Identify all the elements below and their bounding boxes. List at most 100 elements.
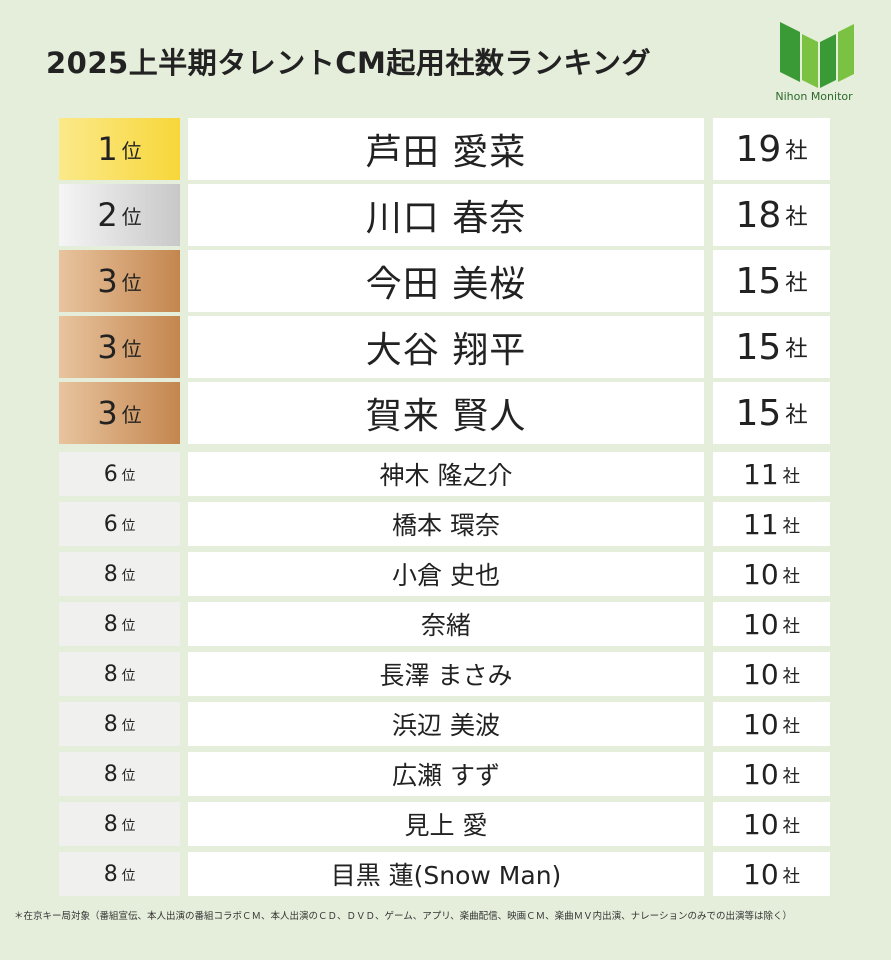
rank-number: 8 xyxy=(103,611,118,637)
rank-number: 3 xyxy=(97,394,118,432)
count-cell: 18 社 xyxy=(713,184,830,246)
rank-number: 8 xyxy=(103,711,118,737)
name-cell: 見上 愛 xyxy=(188,802,704,846)
name-cell: 川口 春奈 xyxy=(188,184,704,246)
count-unit: 社 xyxy=(785,204,808,230)
rank-unit: 位 xyxy=(121,139,142,163)
count-number: 15 xyxy=(735,260,782,302)
rank-unit: 位 xyxy=(121,205,142,229)
rank-number: 8 xyxy=(103,561,118,587)
rank-unit: 位 xyxy=(121,818,136,834)
footnote: ＊在京キー局対象（番組宣伝、本人出演の番組コラボＣＭ、本人出演のＣＤ、ＤＶＤ、ゲ… xyxy=(14,911,792,922)
count-number: 10 xyxy=(743,707,779,741)
count-number: 15 xyxy=(735,326,782,368)
rank-number: 3 xyxy=(97,328,118,366)
count-unit: 社 xyxy=(785,402,808,428)
count-cell: 10 社 xyxy=(713,552,830,596)
rank-unit: 位 xyxy=(121,337,142,361)
rank-unit: 位 xyxy=(121,768,136,784)
name-cell: 大谷 翔平 xyxy=(188,316,704,378)
logo-mark xyxy=(780,22,854,88)
rank-number: 1 xyxy=(97,130,118,168)
rank-number: 2 xyxy=(97,196,118,234)
name-cell: 浜辺 美波 xyxy=(188,702,704,746)
rank-unit: 位 xyxy=(121,468,136,484)
name-cell: 小倉 史也 xyxy=(188,552,704,596)
count-cell: 19 社 xyxy=(713,118,830,180)
name-cell: 奈緒 xyxy=(188,602,704,646)
rank-unit: 位 xyxy=(121,403,142,427)
count-number: 10 xyxy=(743,657,779,691)
rank-unit: 位 xyxy=(121,568,136,584)
rank-unit: 位 xyxy=(121,271,142,295)
rank-unit: 位 xyxy=(121,668,136,684)
rank-number: 6 xyxy=(103,461,118,487)
count-unit: 社 xyxy=(782,866,800,887)
name-cell: 芦田 愛菜 xyxy=(188,118,704,180)
name-cell: 目黒 蓮(Snow Man) xyxy=(188,852,704,896)
name-cell: 橋本 環奈 xyxy=(188,502,704,546)
count-number: 10 xyxy=(743,607,779,641)
count-unit: 社 xyxy=(782,616,800,637)
name-cell: 長澤 まさみ xyxy=(188,652,704,696)
count-unit: 社 xyxy=(782,816,800,837)
count-cell: 10 社 xyxy=(713,652,830,696)
count-cell: 10 社 xyxy=(713,802,830,846)
count-number: 11 xyxy=(743,457,779,491)
count-unit: 社 xyxy=(782,766,800,787)
count-number: 11 xyxy=(743,507,779,541)
count-cell: 15 社 xyxy=(713,250,830,312)
count-number: 10 xyxy=(743,857,779,891)
name-cell: 神木 隆之介 xyxy=(188,452,704,496)
title: 2025上半期タレントCM起用社数ランキング xyxy=(46,46,651,80)
logo-text: Nihon Monitor xyxy=(775,90,853,103)
rank-number: 8 xyxy=(103,661,118,687)
count-cell: 11 社 xyxy=(713,452,830,496)
count-number: 15 xyxy=(735,392,782,434)
name-cell: 広瀬 すず xyxy=(188,752,704,796)
count-unit: 社 xyxy=(782,466,800,487)
rank-unit: 位 xyxy=(121,518,136,534)
count-cell: 10 社 xyxy=(713,752,830,796)
count-unit: 社 xyxy=(785,336,808,362)
count-unit: 社 xyxy=(782,566,800,587)
rank-unit: 位 xyxy=(121,868,136,884)
count-cell: 15 社 xyxy=(713,316,830,378)
rank-number: 3 xyxy=(97,262,118,300)
count-number: 18 xyxy=(735,194,782,236)
count-number: 10 xyxy=(743,557,779,591)
count-cell: 10 社 xyxy=(713,702,830,746)
count-unit: 社 xyxy=(782,666,800,687)
rank-number: 8 xyxy=(103,811,118,837)
rank-number: 8 xyxy=(103,861,118,887)
count-cell: 11 社 xyxy=(713,502,830,546)
count-cell: 15 社 xyxy=(713,382,830,444)
count-cell: 10 社 xyxy=(713,852,830,896)
name-cell: 賀来 賢人 xyxy=(188,382,704,444)
count-unit: 社 xyxy=(785,270,808,296)
count-number: 10 xyxy=(743,807,779,841)
name-cell: 今田 美桜 xyxy=(188,250,704,312)
count-unit: 社 xyxy=(785,138,808,164)
count-unit: 社 xyxy=(782,716,800,737)
count-unit: 社 xyxy=(782,516,800,537)
rank-unit: 位 xyxy=(121,718,136,734)
rank-number: 8 xyxy=(103,761,118,787)
count-cell: 10 社 xyxy=(713,602,830,646)
count-number: 19 xyxy=(735,128,782,170)
count-number: 10 xyxy=(743,757,779,791)
